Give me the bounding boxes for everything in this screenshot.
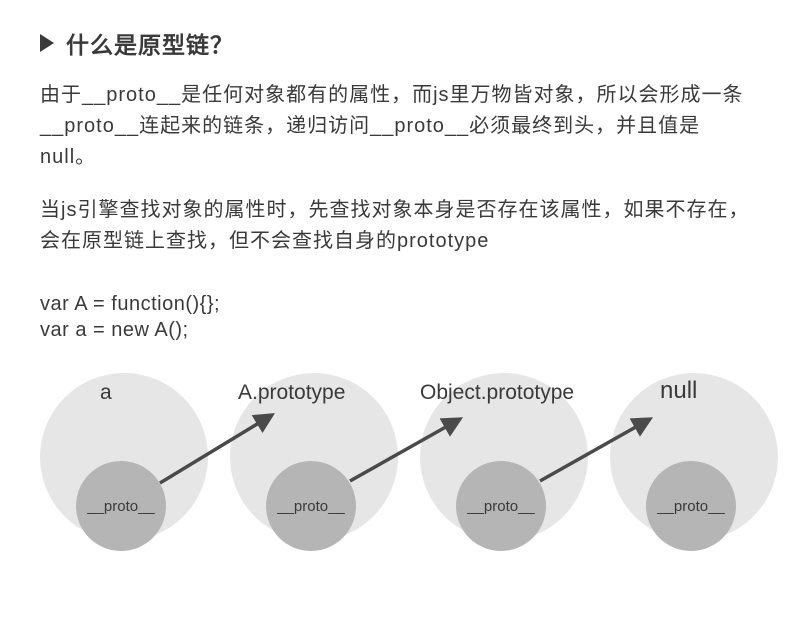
chain-node-inner: __proto__ (456, 461, 546, 551)
chain-node-inner: __proto__ (76, 461, 166, 551)
chain-node-label: Object.prototype (420, 381, 574, 405)
chain-node-label: A.prototype (238, 381, 345, 405)
proto-label: __proto__ (277, 498, 345, 515)
paragraph-2: 当js引擎查找对象的属性时，先查找对象本身是否存在该属性，如果不存在，会在原型链… (40, 195, 760, 257)
code-line-1: var A = function(){}; (40, 291, 760, 317)
code-line-2: var a = new A(); (40, 317, 760, 343)
proto-label: __proto__ (87, 498, 155, 515)
slide-title: 什么是原型链？ (66, 26, 234, 60)
chain-node-inner: __proto__ (266, 461, 356, 551)
chain-node-label: a (100, 381, 112, 405)
title-row: 什么是原型链？ (40, 26, 760, 60)
chain-node-inner: __proto__ (646, 461, 736, 551)
paragraph-1: 由于__proto__是任何对象都有的属性，而js里万物皆对象，所以会形成一条_… (40, 80, 760, 173)
slide-content: 什么是原型链？ 由于__proto__是任何对象都有的属性，而js里万物皆对象，… (0, 0, 800, 583)
proto-label: __proto__ (467, 498, 535, 515)
code-block: var A = function(){}; var a = new A(); (40, 291, 760, 343)
prototype-chain-diagram: __proto__ a __proto__ A.prototype __proto__ O… (40, 363, 760, 583)
triangle-bullet-icon (40, 34, 54, 52)
proto-label: __proto__ (657, 498, 725, 515)
chain-node-label: null (660, 377, 697, 405)
